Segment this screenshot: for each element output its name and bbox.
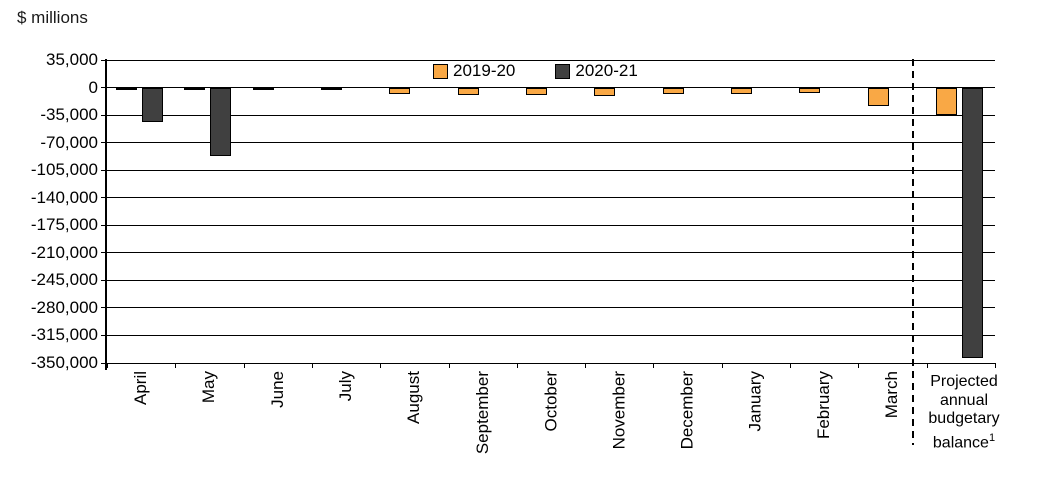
y-axis-tick <box>101 169 107 171</box>
y-axis-tick-label: -35,000 <box>40 105 98 125</box>
x-label-may: May <box>199 371 219 404</box>
x-axis-tick <box>995 363 996 368</box>
legend-item-2019-20: 2019-20 <box>433 61 515 81</box>
x-axis-tick <box>243 363 245 368</box>
bar-2019-20-february <box>799 87 821 94</box>
gridline--280,000 <box>107 307 995 309</box>
legend-swatch-2020-21 <box>555 63 571 79</box>
x-axis-tick <box>448 363 450 368</box>
y-axis-tick <box>101 197 107 199</box>
x-axis-tick <box>516 363 518 368</box>
bar-2019-20-october <box>526 87 547 96</box>
x-label-september: September <box>472 371 492 455</box>
x-axis-tick <box>585 363 587 368</box>
x-label-april: April <box>131 371 151 406</box>
y-axis-tick-label: -175,000 <box>30 215 98 235</box>
legend-label-2019-20: 2019-20 <box>453 61 516 80</box>
y-axis-tick <box>101 142 107 144</box>
x-axis-tick <box>175 363 177 368</box>
gridline--315,000 <box>107 334 995 336</box>
x-label-projected-annual-budgetary-balance: Projected annual budgetary balance1 <box>928 373 1000 451</box>
x-axis-tick <box>311 363 313 368</box>
y-axis-tick <box>101 362 107 364</box>
x-label-november: November <box>609 371 629 450</box>
x-label-december: December <box>677 371 697 450</box>
y-axis-tick-label: -140,000 <box>30 187 98 207</box>
bar-2020-21-projected <box>961 87 983 358</box>
projection-separator-dashed-line <box>912 59 914 445</box>
y-axis-tick-label: -350,000 <box>30 353 98 372</box>
x-axis-tick <box>858 363 860 368</box>
bar-2019-20-august <box>389 87 411 95</box>
y-axis-tick <box>101 252 107 254</box>
x-label-july: July <box>336 371 356 402</box>
bar-2020-21-april <box>142 87 164 122</box>
y-axis-tick <box>101 59 107 61</box>
bar-2019-20-projected <box>935 87 957 115</box>
x-label-august: August <box>404 371 424 424</box>
gridline--210,000 <box>107 252 995 254</box>
x-label-march: March <box>882 371 902 419</box>
x-axis-tick <box>653 363 655 368</box>
legend-swatch-2019-20 <box>433 63 448 79</box>
bar-2019-20-december <box>662 87 684 95</box>
bar-2019-20-april <box>116 87 138 90</box>
x-axis-tick <box>790 363 792 368</box>
gridline-35,000 <box>107 59 995 61</box>
y-axis-tick-label: -280,000 <box>30 297 98 317</box>
legend-label-2020-21: 2020-21 <box>575 61 638 80</box>
y-axis-tick <box>101 307 107 309</box>
bar-2019-20-september <box>457 87 479 95</box>
y-axis-units-label: $ millions <box>17 8 88 27</box>
y-axis-tick <box>101 224 107 226</box>
x-axis-tick <box>107 363 108 368</box>
bar-2019-20-june <box>252 87 274 90</box>
y-axis-line <box>105 59 107 370</box>
bar-2019-20-july <box>321 87 343 90</box>
footnote-marker: 1 <box>988 431 996 444</box>
x-axis-tick <box>926 363 928 368</box>
bar-2019-20-may <box>184 87 206 90</box>
x-axis-tick <box>380 363 382 368</box>
y-axis-tick-label: -245,000 <box>30 270 98 290</box>
gridline--245,000 <box>107 279 995 281</box>
gridline-0 <box>107 87 995 89</box>
bar-2019-20-march <box>867 87 889 107</box>
bar-2019-20-january <box>730 87 752 95</box>
x-label-october: October <box>541 371 560 432</box>
x-axis-tick <box>721 363 723 368</box>
gridline--175,000 <box>107 224 995 226</box>
gridline--105,000 <box>107 169 995 171</box>
y-axis-tick-label: -105,000 <box>30 160 98 180</box>
x-label-february: February <box>814 371 834 440</box>
legend: 2019-20 2020-21 <box>433 61 638 81</box>
gridline--35,000 <box>107 114 995 116</box>
bar-2019-20-november <box>594 87 616 96</box>
legend-item-2020-21: 2020-21 <box>555 61 638 81</box>
y-axis-tick <box>101 114 107 116</box>
y-axis-tick <box>101 334 107 336</box>
y-axis-tick-label: 0 <box>88 77 98 97</box>
x-label-january: January <box>745 371 765 432</box>
y-axis-tick <box>101 87 107 89</box>
y-axis-tick-label: -315,000 <box>30 325 98 345</box>
x-label-june: June <box>267 371 287 408</box>
gridline--350,000 <box>107 362 995 364</box>
y-axis-tick-label: 35,000 <box>46 50 98 69</box>
bar-2020-21-may <box>210 87 232 156</box>
y-axis-tick-label: -210,000 <box>30 242 98 262</box>
gridline--70,000 <box>107 142 995 144</box>
y-axis-tick <box>101 279 107 281</box>
gridline--140,000 <box>107 197 995 199</box>
y-axis-tick-label: -70,000 <box>40 132 98 152</box>
